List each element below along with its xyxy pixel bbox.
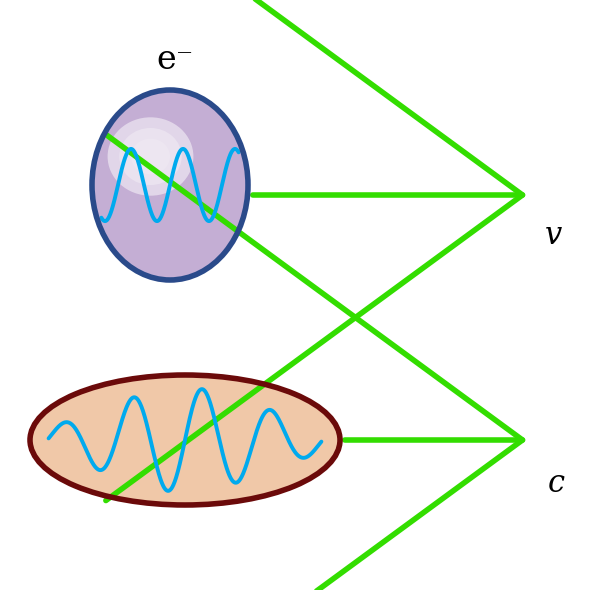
- Ellipse shape: [119, 128, 182, 185]
- Text: c: c: [548, 468, 565, 499]
- Ellipse shape: [92, 90, 248, 280]
- Ellipse shape: [131, 139, 170, 174]
- Text: v: v: [545, 220, 562, 251]
- Ellipse shape: [107, 117, 193, 196]
- Ellipse shape: [30, 375, 340, 505]
- Text: e⁻: e⁻: [157, 44, 194, 76]
